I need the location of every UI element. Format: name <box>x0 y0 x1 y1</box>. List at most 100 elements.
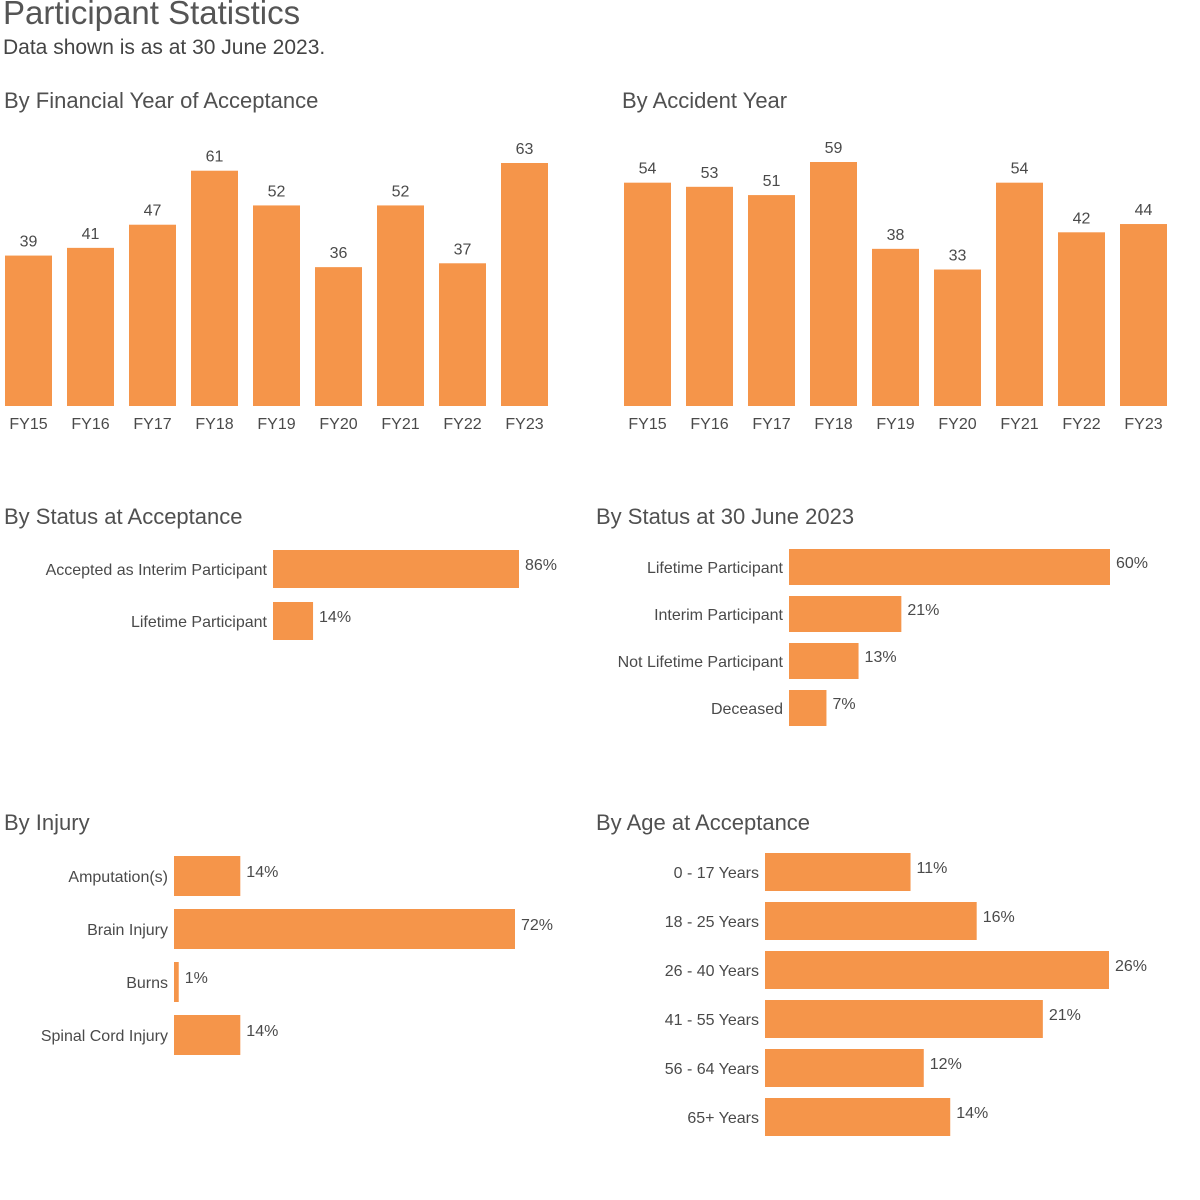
category-label: Lifetime Participant <box>647 560 784 577</box>
bar <box>67 247 114 406</box>
data-label: 63 <box>516 141 534 158</box>
data-label: 21% <box>907 602 939 619</box>
tick-label: FY21 <box>1000 416 1038 433</box>
tick-label: FY22 <box>1062 416 1100 433</box>
chart-accident-year: 54 FY15 53 FY16 51 FY17 59 FY18 38 FY19 33 FY20 54 FY… <box>624 140 1167 433</box>
data-label: 14% <box>246 1023 278 1040</box>
category-label: Amputation(s) <box>68 869 168 886</box>
tick-label: FY18 <box>814 416 852 433</box>
chart-title-age: By Age at Acceptance <box>596 810 811 835</box>
bar <box>789 643 859 679</box>
tick-label: FY23 <box>505 416 543 433</box>
bar <box>624 182 671 406</box>
chart-title-status-2023: By Status at 30 June 2023 <box>596 504 855 529</box>
bar <box>377 205 424 406</box>
chart-title-injury: By Injury <box>4 810 90 835</box>
chart-title-status-acceptance: By Status at Acceptance <box>4 504 243 529</box>
bar <box>789 690 827 726</box>
bar <box>191 170 238 406</box>
tick-label: FY22 <box>443 416 481 433</box>
bar <box>5 255 52 406</box>
bar <box>439 263 486 406</box>
tick-label: FY18 <box>195 416 233 433</box>
tick-label: FY16 <box>71 416 109 433</box>
data-label: 26% <box>1115 958 1147 975</box>
chart-financial-year: 39 FY15 41 FY16 47 FY17 61 FY18 52 FY19 36 FY20 52 FY… <box>5 141 548 433</box>
category-label: 0 - 17 Years <box>674 865 759 882</box>
bar <box>273 550 519 588</box>
data-label: 60% <box>1116 555 1148 572</box>
data-label: 54 <box>1011 161 1029 178</box>
data-label: 38 <box>887 227 905 244</box>
data-label: 36 <box>330 245 348 262</box>
bar <box>273 602 314 640</box>
category-label: 18 - 25 Years <box>665 914 759 931</box>
bar <box>174 962 179 1002</box>
data-label: 44 <box>1135 202 1153 219</box>
data-label: 52 <box>392 183 410 200</box>
chart-injury: Amputation(s) 14% Brain Injury 72% Burns 1% Sp… <box>41 856 553 1055</box>
tick-label: FY17 <box>752 416 790 433</box>
bar <box>810 162 857 406</box>
category-label: Burns <box>126 975 168 992</box>
bar <box>1120 224 1167 406</box>
bar <box>765 1049 924 1087</box>
data-label: 33 <box>949 248 967 265</box>
page-title: Participant Statistics <box>3 0 301 31</box>
data-label: 51 <box>763 173 781 190</box>
data-label: 13% <box>865 649 897 666</box>
data-label: 53 <box>701 165 719 182</box>
bar <box>501 163 548 406</box>
data-label: 72% <box>521 917 553 934</box>
category-label: 26 - 40 Years <box>665 963 759 980</box>
tick-label: FY23 <box>1124 416 1162 433</box>
bar <box>934 269 981 406</box>
data-label: 1% <box>185 970 208 987</box>
data-label: 14% <box>956 1105 988 1122</box>
data-label: 61 <box>206 149 224 166</box>
bar <box>765 1098 951 1136</box>
bar <box>996 182 1043 406</box>
data-label: 37 <box>454 241 472 258</box>
category-label: Brain Injury <box>87 922 168 939</box>
data-label: 59 <box>825 140 843 157</box>
data-label: 42 <box>1073 210 1091 227</box>
bar <box>174 1015 241 1055</box>
data-label: 14% <box>246 864 278 881</box>
data-label: 52 <box>268 183 286 200</box>
data-label: 16% <box>983 909 1015 926</box>
tick-label: FY15 <box>628 416 666 433</box>
chart-status-2023: Lifetime Participant 60% Interim Participa… <box>618 549 1148 726</box>
data-label: 39 <box>20 234 38 251</box>
bar <box>765 853 911 891</box>
bar <box>1058 232 1105 406</box>
bar <box>129 224 176 406</box>
bar <box>686 186 733 406</box>
category-label: Spinal Cord Injury <box>41 1028 168 1045</box>
bar <box>748 195 795 406</box>
category-label: 41 - 55 Years <box>665 1012 759 1029</box>
chart-title-financial-year: By Financial Year of Acceptance <box>4 88 319 113</box>
chart-age: 0 - 17 Years 11% 18 - 25 Years 16% 26 - 40 Y… <box>665 853 1147 1136</box>
category-label: Deceased <box>711 701 783 718</box>
category-label: Accepted as Interim Participant <box>46 562 268 579</box>
data-label: 41 <box>82 226 100 243</box>
page-subtitle: Data shown is as at 30 June 2023. <box>3 36 326 59</box>
tick-label: FY20 <box>938 416 976 433</box>
bar <box>765 1000 1043 1038</box>
data-label: 86% <box>525 557 557 574</box>
data-label: 21% <box>1049 1007 1081 1024</box>
chart-title-accident-year: By Accident Year <box>622 88 788 113</box>
category-label: Not Lifetime Participant <box>618 654 784 671</box>
bar <box>765 902 977 940</box>
chart-status-acceptance: Accepted as Interim Participant 86% Lifeti… <box>46 550 557 640</box>
data-label: 14% <box>319 609 351 626</box>
tick-label: FY15 <box>9 416 47 433</box>
bar <box>765 951 1109 989</box>
bar <box>315 267 362 406</box>
data-label: 11% <box>917 860 948 877</box>
bar <box>174 856 241 896</box>
data-label: 12% <box>930 1056 962 1073</box>
tick-label: FY19 <box>876 416 914 433</box>
bar <box>789 596 902 632</box>
